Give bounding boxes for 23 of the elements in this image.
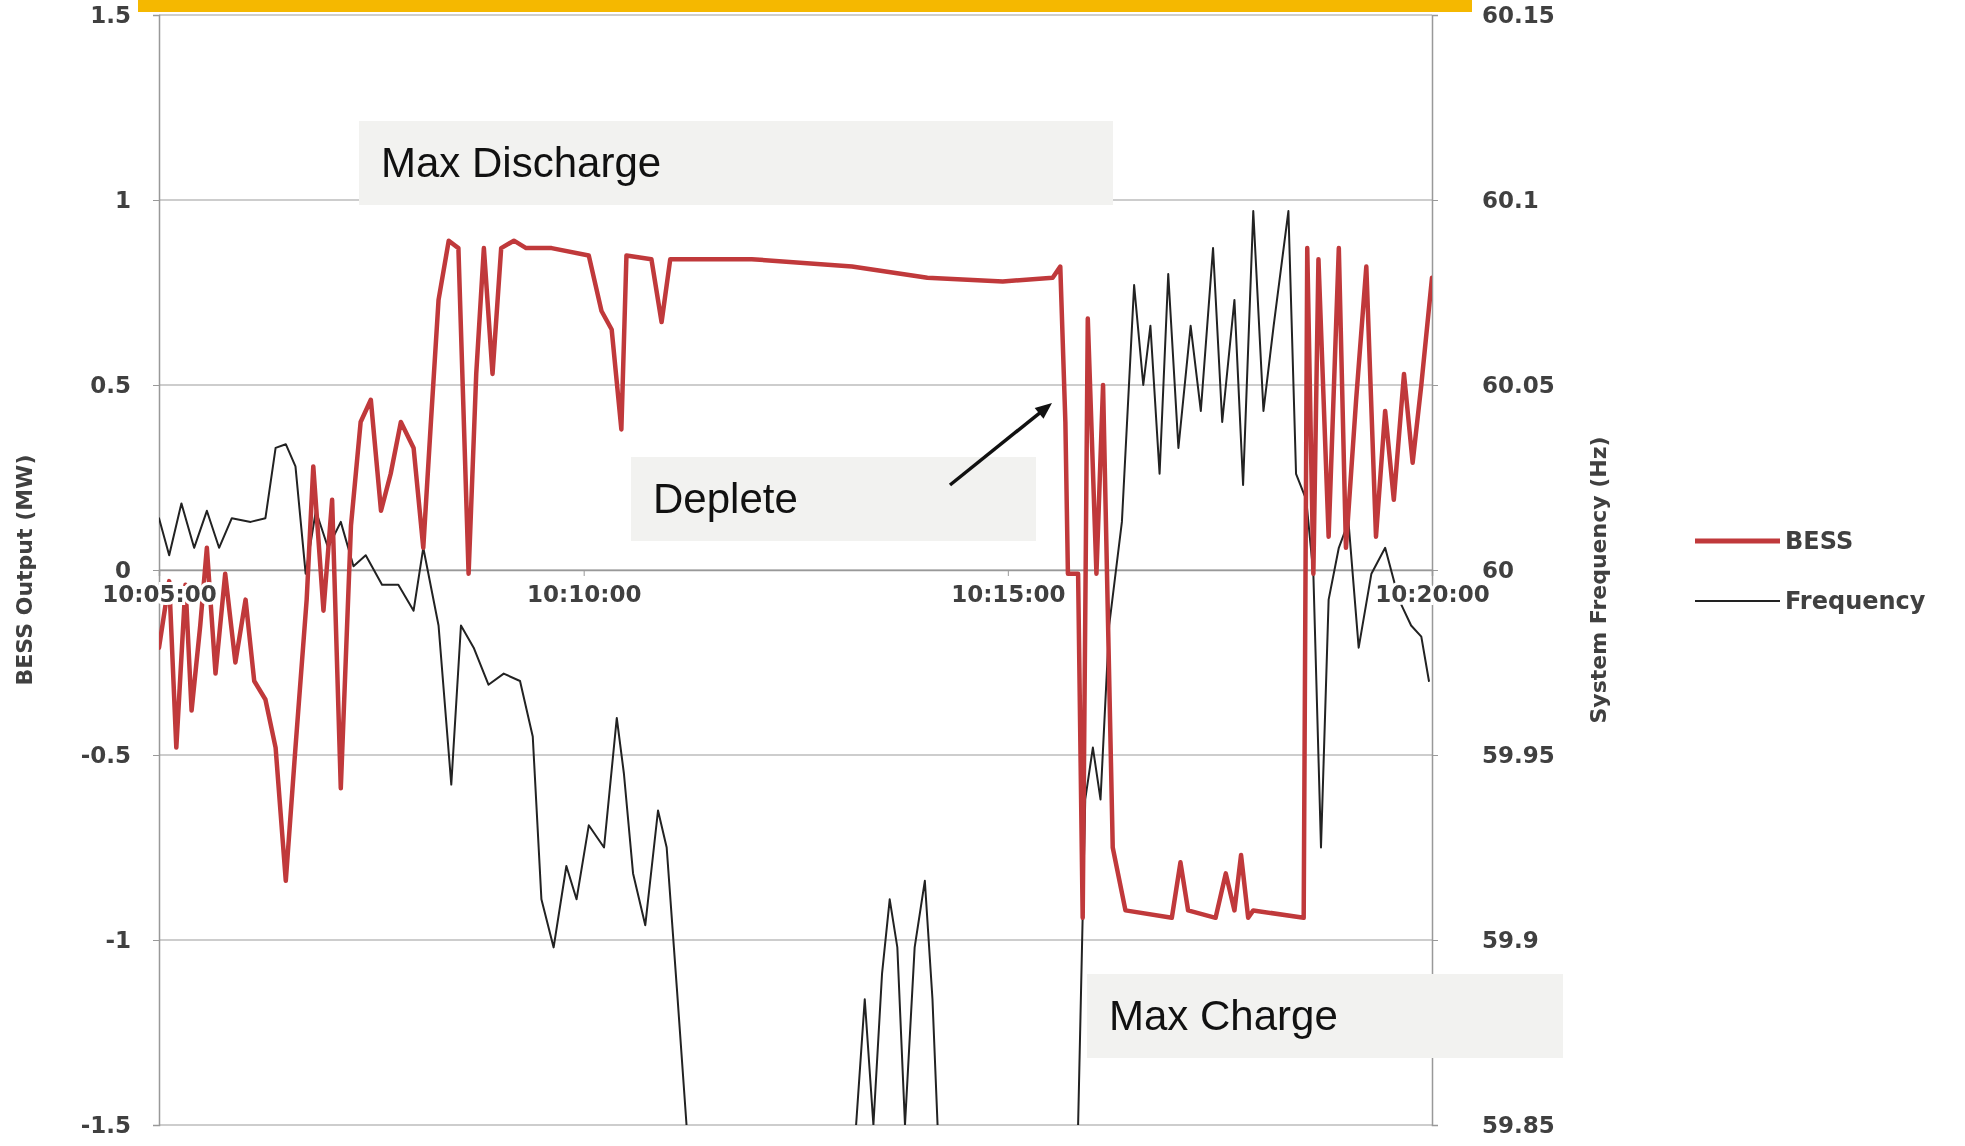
legend-label: BESS <box>1785 527 1854 555</box>
y-tick-label: 0.5 <box>90 371 131 398</box>
y2-tick-label: 60.1 <box>1482 186 1539 213</box>
x-tick-label: 10:10:00 <box>526 581 642 608</box>
x-tick-label: 10:15:00 <box>951 581 1066 608</box>
y-axis-title: BESS Output (MW) <box>12 454 37 686</box>
y-tick-label: 1 <box>114 186 131 213</box>
legend-label: Frequency <box>1785 587 1926 615</box>
y-tick-label: -0.5 <box>80 741 131 768</box>
y2-tick-label: 59.95 <box>1482 741 1555 768</box>
y-tick-label: -1 <box>105 926 131 953</box>
annotation: Max Charge <box>1109 992 1338 1039</box>
y-tick-label: 0 <box>114 556 131 583</box>
y2-tick-label: 60.15 <box>1482 1 1555 28</box>
y-tick-label: 1.5 <box>90 1 131 28</box>
annotation: Max Discharge <box>381 139 662 186</box>
y2-tick-label: 60 <box>1482 556 1515 583</box>
y2-axis-title: System Frequency (Hz) <box>1586 436 1611 724</box>
y2-tick-label: 59.85 <box>1482 1111 1555 1138</box>
annotation: Deplete <box>653 475 798 522</box>
y2-tick-label: 59.9 <box>1482 926 1539 953</box>
y-tick-label: -1.5 <box>80 1111 131 1138</box>
y2-tick-label: 60.05 <box>1482 371 1555 398</box>
